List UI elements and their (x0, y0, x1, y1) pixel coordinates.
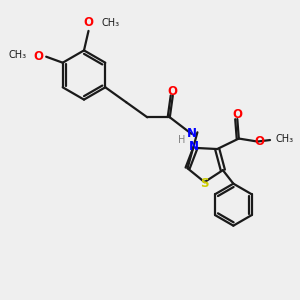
Text: O: O (232, 108, 242, 121)
Text: CH₃: CH₃ (275, 134, 293, 144)
Text: CH₃: CH₃ (9, 50, 27, 60)
Text: O: O (33, 50, 43, 63)
Text: O: O (168, 85, 178, 98)
Text: S: S (200, 177, 209, 190)
Text: N: N (186, 127, 197, 140)
Text: H: H (178, 135, 185, 146)
Text: N: N (189, 140, 199, 153)
Text: O: O (83, 16, 94, 29)
Text: CH₃: CH₃ (101, 18, 119, 28)
Text: O: O (255, 135, 265, 148)
